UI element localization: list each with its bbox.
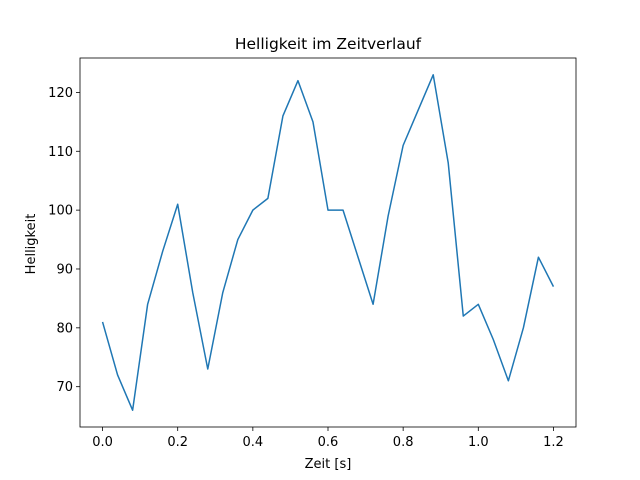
x-axis-label: Zeit [s] [305,457,352,472]
x-tick-label: 1.2 [543,435,564,450]
y-tick-label: 80 [56,321,73,336]
x-tick-label: 0.8 [393,435,414,450]
x-tick-label: 0.2 [167,435,188,450]
chart-title: Helligkeit im Zeitverlauf [235,35,422,53]
y-tick-label: 70 [56,380,73,395]
series-line-0 [101,74,555,411]
x-tick-label: 0.0 [92,435,113,450]
y-axis-label: Helligkeit [24,214,39,275]
x-tick-label: 0.6 [318,435,339,450]
plot-area: 0.0 0.2 0.4 0.6 0.8 1.0 1.2 70 80 90 100 110 120 [48,57,577,450]
y-tick-label: 100 [48,204,73,219]
y-tick-label: 90 [56,262,73,277]
x-tick-label: 0.4 [243,435,264,450]
x-tick-label: 1.0 [468,435,489,450]
y-tick-label: 120 [48,86,73,101]
y-tick-label: 110 [48,145,73,160]
